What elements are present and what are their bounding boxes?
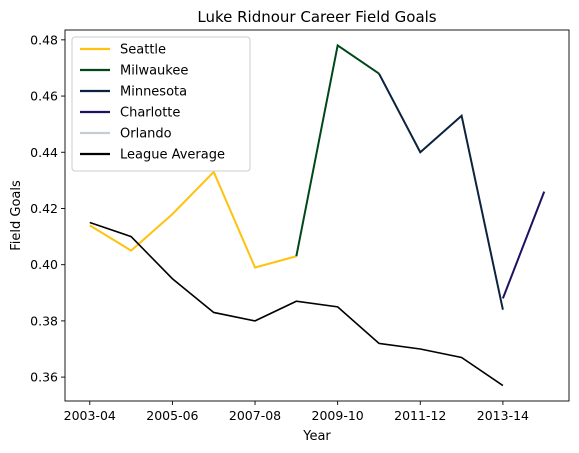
legend-label-minnesota: Minnesota [120,85,187,100]
legend-box [71,36,251,172]
y-tick-label: 0.38 [30,313,58,328]
chart-title: Luke Ridnour Career Field Goals [197,8,436,26]
x-tick-label: 2005-06 [146,408,198,423]
series-line-league-average [89,221,504,387]
y-tick-label: 0.46 [30,89,58,104]
series-line-milwaukee [295,43,380,257]
legend: Seattle Milwaukee Minnesota Charlotte Orland… [71,36,251,172]
legend-label-milwaukee: Milwaukee [120,64,188,79]
series-layer [89,43,546,387]
x-tick-label: 2009-10 [312,408,364,423]
legend-label-league-average: League Average [120,148,225,163]
x-tick-label: 2011-12 [394,408,446,423]
legend-label-orlando: Orlando [120,127,172,142]
y-tick-label: 0.36 [30,370,58,385]
legend-label-seattle: Seattle [120,43,166,58]
plot-frame [64,29,570,402]
axes-layer: 2003-04 2005-06 2007-08 2009-10 2011-12 2013-… [30,29,570,423]
y-tick-label: 0.42 [30,201,58,216]
series-line-minnesota [378,73,504,310]
x-tick-label: 2013-14 [477,408,529,423]
series-line-seattle [89,170,297,269]
x-axis-title: Year [302,429,331,444]
y-tick-label: 0.44 [30,145,58,160]
y-tick-label: 0.40 [30,257,58,272]
legend-label-charlotte: Charlotte [120,106,180,121]
y-axis-title: Field Goals [9,180,24,251]
x-tick-label: 2007-08 [229,408,281,423]
y-tick-label: 0.48 [30,32,58,47]
x-tick-label: 2003-04 [64,408,116,423]
series-line-charlotte [501,191,546,299]
